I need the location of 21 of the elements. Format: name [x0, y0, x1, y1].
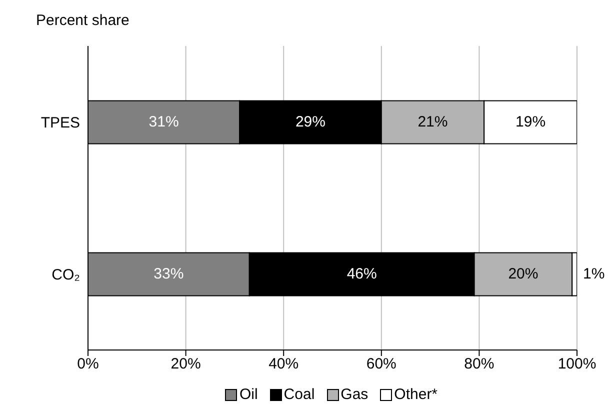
legend-label: Gas: [340, 386, 368, 403]
x-tick-label: 100%: [558, 356, 596, 373]
data-label: 1%: [583, 266, 605, 283]
x-tick-label: 20%: [170, 356, 201, 373]
data-label: 19%: [516, 114, 546, 131]
x-tick-label: 60%: [366, 356, 396, 373]
data-label: 46%: [346, 266, 377, 283]
x-tick-label: 0%: [77, 356, 99, 373]
data-label: 33%: [154, 266, 184, 283]
legend-label: Coal: [282, 386, 315, 403]
data-label: 21%: [418, 114, 448, 131]
legend-label: Other*: [393, 386, 438, 403]
data-label: 29%: [295, 114, 326, 131]
x-tick-label: 80%: [464, 356, 494, 373]
y-tick-label: CO₂: [52, 266, 80, 284]
x-tick-label: 40%: [268, 356, 299, 373]
legend-label: Oil: [238, 386, 258, 403]
chart-title: Percent share: [36, 12, 130, 29]
data-label: 20%: [508, 266, 538, 283]
data-label: 31%: [148, 114, 179, 131]
y-tick-label: TPES: [40, 114, 80, 132]
